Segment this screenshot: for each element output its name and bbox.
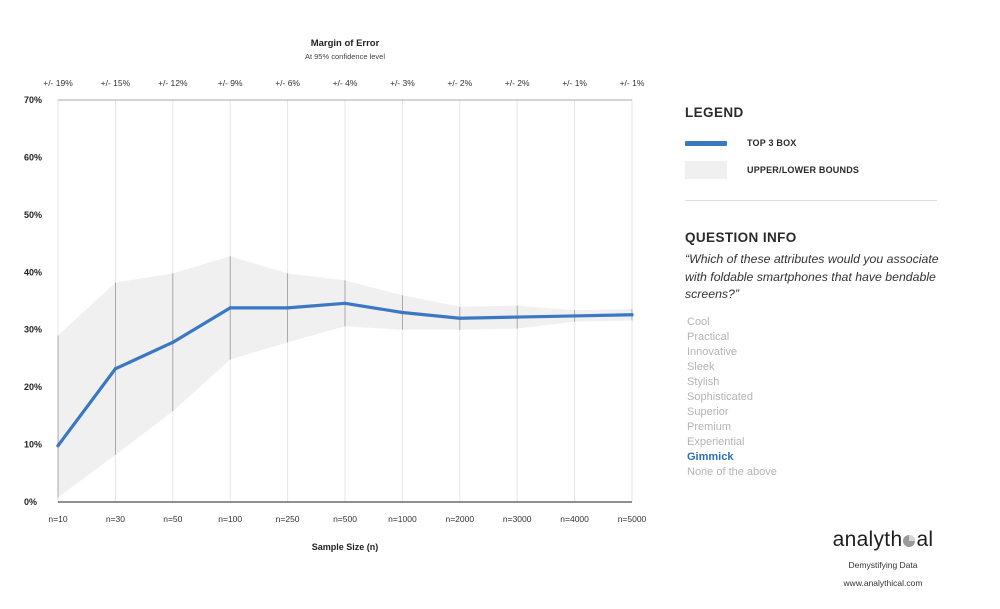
brand-tagline: Demystifying Data bbox=[848, 560, 918, 570]
x-tick-label: n=100 bbox=[218, 514, 242, 524]
answer-option: Innovative bbox=[687, 345, 738, 358]
legend-band-swatch bbox=[685, 161, 727, 179]
data-point bbox=[515, 315, 519, 319]
answer-option: Gimmick bbox=[687, 450, 734, 463]
question-text: “Which of these attributes would you ass… bbox=[685, 252, 939, 301]
y-tick-label: 30% bbox=[24, 325, 42, 335]
x-tick-label: n=50 bbox=[163, 514, 182, 524]
y-tick-label: 0% bbox=[24, 497, 37, 507]
y-tick-label: 50% bbox=[24, 210, 42, 220]
legend-panel: LEGEND TOP 3 BOX UPPER/LOWER BOUNDS bbox=[685, 105, 937, 179]
top-axis-label: +/- 1% bbox=[562, 78, 587, 88]
x-tick-label: n=30 bbox=[106, 514, 125, 524]
brand-name-part1: analyth bbox=[832, 528, 903, 551]
answer-option: Cool bbox=[687, 315, 710, 328]
chart-subtitle: At 95% confidence level bbox=[305, 52, 385, 61]
answer-option: Practical bbox=[687, 330, 730, 343]
legend-item-top3box: TOP 3 BOX bbox=[685, 134, 937, 152]
legend-heading: LEGEND bbox=[685, 105, 744, 120]
x-tick-label: n=3000 bbox=[503, 514, 532, 524]
data-point bbox=[56, 444, 60, 448]
top-axis-label: +/- 1% bbox=[620, 78, 645, 88]
x-axis-label: Sample Size (n) bbox=[312, 542, 379, 552]
answer-option: Stylish bbox=[687, 375, 720, 388]
x-tick-label: n=500 bbox=[333, 514, 357, 524]
y-tick-label: 20% bbox=[24, 382, 42, 392]
question-heading: QUESTION INFO bbox=[685, 230, 797, 245]
y-tick-label: 70% bbox=[24, 95, 42, 105]
legend-line-swatch bbox=[685, 140, 727, 146]
panel-divider bbox=[685, 200, 937, 201]
pie-chart-icon bbox=[903, 535, 916, 548]
brand-url[interactable]: www.analythical.com bbox=[843, 578, 923, 588]
data-point bbox=[630, 313, 634, 317]
x-tick-label: n=250 bbox=[276, 514, 300, 524]
brand-name-part2: al bbox=[916, 528, 934, 551]
y-tick-label: 60% bbox=[24, 152, 42, 162]
data-point bbox=[228, 306, 232, 310]
answer-options: Cool Practical Innovative Sleek Stylish Sophi… bbox=[685, 315, 945, 480]
answer-option: Superior bbox=[687, 405, 729, 418]
data-point bbox=[113, 367, 117, 371]
answer-option: Sophisticated bbox=[687, 390, 754, 403]
x-tick-label: n=5000 bbox=[618, 514, 647, 524]
brand-block: analyth al Demystifying Data www.analythi… bbox=[818, 527, 948, 588]
top-axis-label: +/- 15% bbox=[101, 78, 131, 88]
top-axis-label: +/- 9% bbox=[218, 78, 243, 88]
top-axis-label: +/- 4% bbox=[333, 78, 358, 88]
chart-title: Margin of Error bbox=[311, 38, 380, 49]
top-axis-label: +/- 2% bbox=[505, 78, 530, 88]
brand-logo: analyth al bbox=[818, 527, 948, 553]
top-axis-label: +/- 19% bbox=[43, 78, 73, 88]
x-tick-label: n=10 bbox=[48, 514, 67, 524]
answer-option: Sleek bbox=[687, 360, 715, 373]
data-point bbox=[343, 301, 347, 305]
data-point bbox=[458, 316, 462, 320]
data-point bbox=[171, 340, 175, 344]
answer-option: None of the above bbox=[687, 465, 777, 478]
top-axis-label: +/- 12% bbox=[158, 78, 188, 88]
legend-label-top3box: TOP 3 BOX bbox=[747, 138, 797, 148]
data-point bbox=[573, 314, 577, 318]
top-axis-label: +/- 2% bbox=[447, 78, 472, 88]
y-tick-label: 40% bbox=[24, 267, 42, 277]
legend-label-bounds: UPPER/LOWER BOUNDS bbox=[747, 165, 860, 175]
answer-option: Experiential bbox=[687, 435, 745, 448]
data-point bbox=[286, 306, 290, 310]
y-tick-label: 10% bbox=[24, 440, 42, 450]
x-tick-label: n=1000 bbox=[388, 514, 417, 524]
question-panel: QUESTION INFO “Which of these attributes… bbox=[685, 230, 945, 480]
answer-option: Premium bbox=[687, 420, 732, 433]
data-point bbox=[400, 310, 404, 315]
top-axis-label: +/- 6% bbox=[275, 78, 300, 88]
margin-of-error-chart: Margin of Error At 95% confidence level … bbox=[24, 38, 647, 552]
legend-item-bounds: UPPER/LOWER BOUNDS bbox=[685, 161, 937, 179]
top-axis-label: +/- 3% bbox=[390, 78, 415, 88]
x-tick-label: n=2000 bbox=[445, 514, 474, 524]
x-tick-label: n=4000 bbox=[560, 514, 589, 524]
